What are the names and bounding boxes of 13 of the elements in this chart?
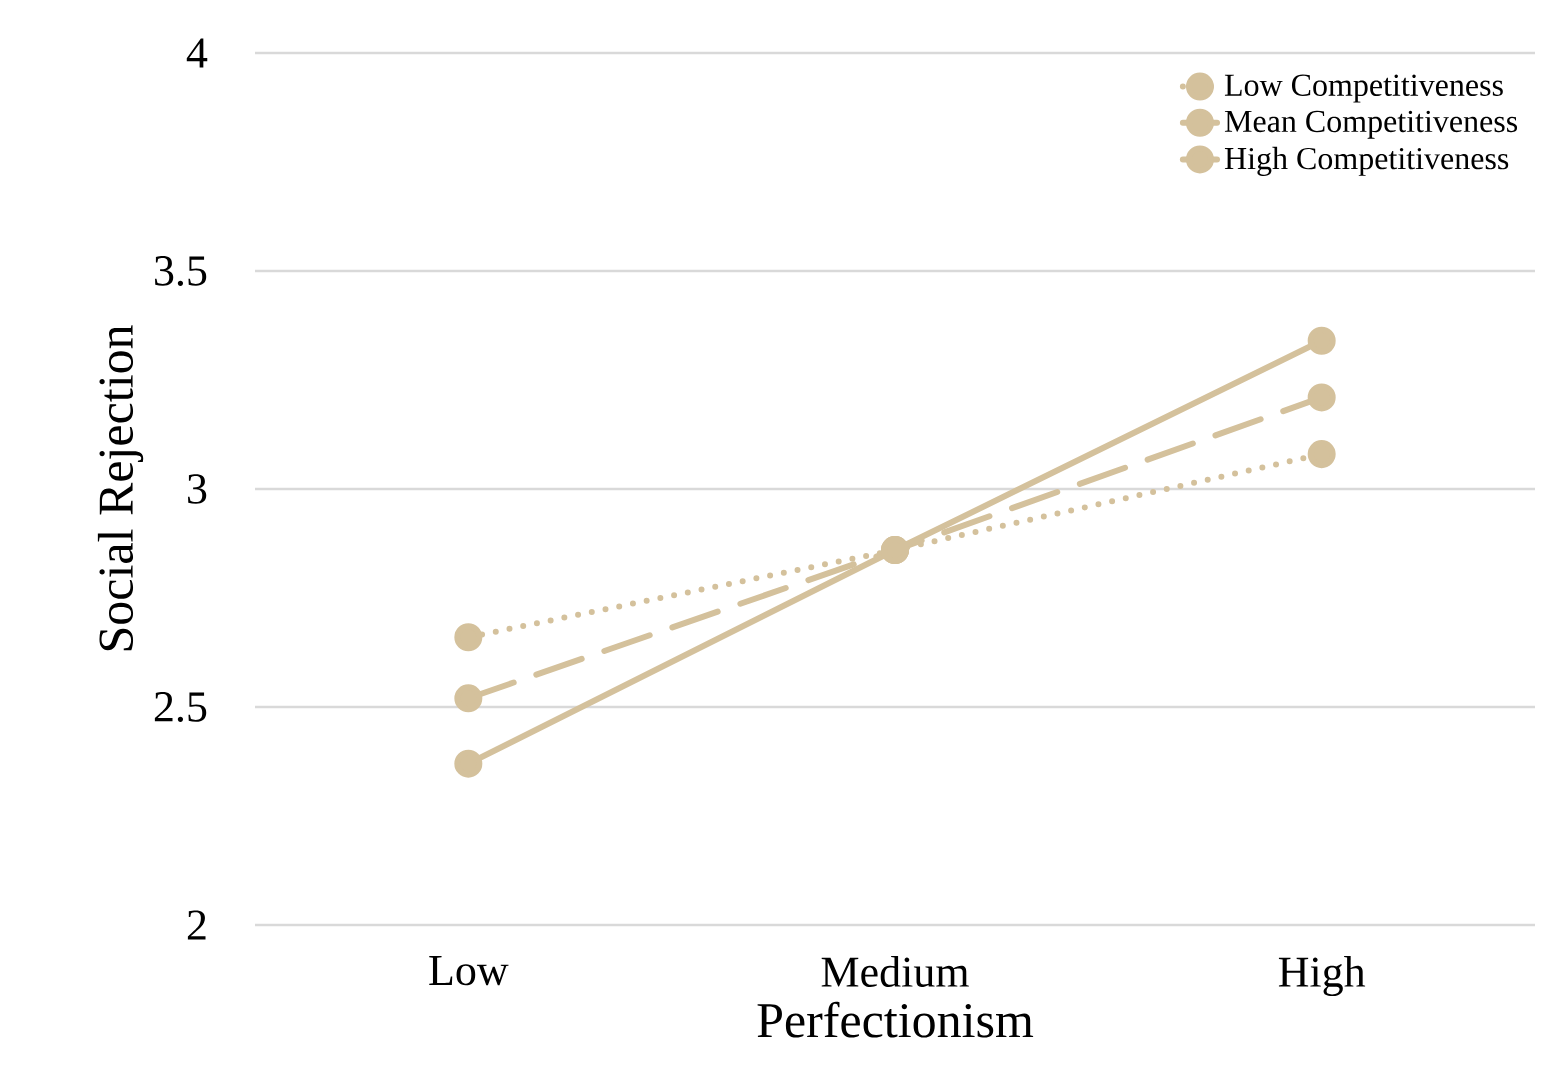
x-axis-title: Perfectionism bbox=[757, 1001, 1034, 1038]
y-tick-label: 2.5 bbox=[154, 692, 207, 722]
y-tick-label: 4 bbox=[186, 38, 208, 68]
legend-label: Low Competitiveness bbox=[1224, 74, 1503, 103]
x-tick-label: High bbox=[1278, 956, 1366, 997]
y-axis-title: Social Rejection bbox=[97, 325, 144, 651]
x-tick-label: Low bbox=[429, 956, 509, 986]
legend-label: High Competitiveness bbox=[1224, 146, 1509, 176]
y-tick-label: 2 bbox=[187, 910, 206, 940]
legend-label: Mean Competitiveness bbox=[1224, 110, 1518, 139]
y-tick-label: 3 bbox=[188, 474, 207, 504]
x-tick-label: Medium bbox=[821, 956, 969, 988]
y-tick-label: 3.5 bbox=[155, 256, 207, 286]
